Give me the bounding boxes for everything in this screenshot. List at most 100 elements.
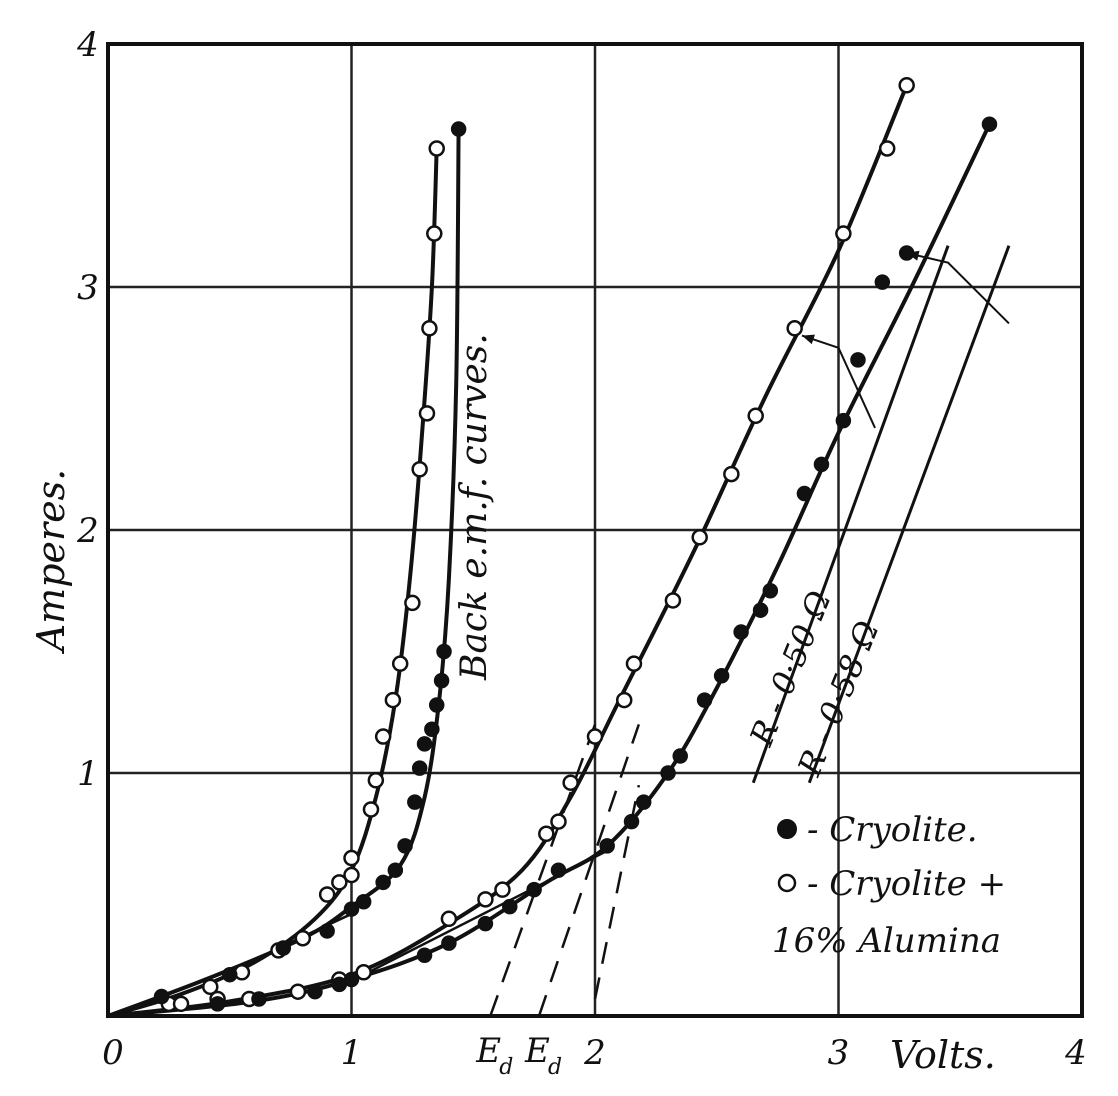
data-point-open — [202, 978, 219, 996]
data-point-open — [294, 929, 312, 947]
data-point-filled — [275, 940, 292, 956]
data-point-filled — [355, 894, 372, 910]
data-point-open — [428, 140, 445, 157]
data-point-open — [384, 691, 402, 709]
data-point-open — [318, 886, 336, 903]
data-point-open — [411, 461, 428, 478]
data-point-open — [898, 77, 915, 94]
data-point-open — [538, 825, 555, 842]
y-tick-label: 3 — [77, 268, 99, 308]
data-point-open — [362, 801, 380, 818]
data-point-filled — [672, 748, 688, 764]
data-point-filled — [450, 121, 467, 137]
data-point-open — [477, 891, 494, 908]
ed-label: E — [524, 1031, 550, 1071]
data-point-open — [691, 529, 708, 546]
data-point-filled — [441, 935, 457, 951]
data-point-open — [625, 655, 643, 672]
data-point-open — [878, 140, 896, 157]
data-point-open — [615, 691, 633, 709]
data-point-filled — [526, 881, 542, 898]
data-point-open — [421, 320, 438, 337]
y-tick-label: 4 — [76, 25, 99, 65]
data-point-filled — [428, 697, 445, 713]
data-point-filled — [343, 971, 360, 988]
data-point-filled — [752, 602, 769, 618]
ed-labels: Ed Ed — [475, 1031, 562, 1080]
data-point-filled — [796, 485, 813, 502]
legend-label-cryolite: - Cryolite. — [807, 810, 978, 850]
data-point-filled — [397, 838, 413, 854]
data-point-filled — [153, 988, 170, 1005]
data-point-open — [355, 964, 372, 981]
data-point-filled — [407, 794, 423, 810]
data-point-filled — [502, 898, 518, 915]
data-point-filled — [874, 274, 891, 290]
data-point-open — [331, 874, 348, 891]
data-point-open — [664, 592, 682, 609]
x-tick-label: 4 — [1064, 1033, 1087, 1073]
x-tick-labels: 0 1 2 3 4 — [102, 1033, 1087, 1073]
legend-label-alumina: 16% Alumina — [772, 921, 1001, 961]
data-point-open — [494, 881, 511, 898]
data-point-open — [374, 728, 392, 745]
series-curve-1 — [106, 146, 439, 1018]
data-point-open — [367, 772, 385, 789]
tangent-line — [363, 849, 608, 976]
legend-marker-open — [777, 873, 797, 893]
dashed-extrapolation-line — [489, 723, 597, 1017]
data-point-filled — [635, 794, 652, 810]
data-point-filled — [623, 813, 640, 830]
data-point-open — [440, 910, 458, 928]
data-point-open — [723, 465, 740, 483]
dashed-extrapolation-line — [537, 723, 641, 1017]
data-point-filled — [898, 245, 915, 261]
y-tick-label: 2 — [76, 511, 99, 551]
data-point-open — [343, 866, 360, 884]
data-point-filled — [411, 760, 428, 776]
data-point-filled — [424, 721, 440, 738]
data-point-open — [426, 225, 443, 242]
plot-frame — [106, 42, 1084, 1018]
construction-lines — [277, 245, 1011, 1017]
back-emf-label: Back e.m.f. curves. — [454, 333, 495, 681]
data-point-filled — [550, 862, 567, 878]
data-point-filled — [251, 991, 267, 1007]
data-point-filled — [733, 624, 749, 640]
data-point-filled — [307, 983, 323, 1000]
data-point-filled — [436, 643, 452, 660]
data-point-filled — [813, 456, 830, 473]
y-tick-labels: 1 2 3 4 — [76, 25, 99, 794]
x-tick-label: 3 — [828, 1033, 850, 1073]
tangent-line — [277, 912, 353, 950]
y-tick-label: 1 — [77, 754, 99, 794]
data-point-open — [747, 407, 764, 425]
legend-marker-filled — [777, 819, 797, 839]
legend: - Cryolite. - Cryolite + 16% Alumina — [772, 810, 1006, 961]
x-tick-label: 2 — [583, 1033, 606, 1073]
data-point-open — [786, 320, 803, 337]
leader-line — [906, 252, 1010, 325]
data-point-open — [172, 995, 190, 1013]
data-point-filled — [375, 874, 391, 891]
data-point-open — [586, 728, 604, 745]
leader-line — [801, 334, 876, 429]
resistance-line — [751, 245, 950, 784]
data-point-filled — [850, 352, 866, 368]
data-point-open — [343, 849, 360, 867]
legend-label-cryolite-alumina: - Cryolite + — [807, 864, 1006, 904]
ed-label: E — [475, 1031, 501, 1071]
series-curve-2 — [106, 127, 461, 1018]
data-point-filled — [387, 862, 404, 878]
x-tick-label: 0 — [102, 1033, 124, 1073]
data-point-open — [550, 813, 567, 830]
data-points — [153, 77, 998, 1013]
data-point-filled — [660, 765, 676, 781]
data-point-filled — [696, 692, 713, 708]
data-point-open — [289, 983, 307, 1000]
data-point-filled — [835, 412, 852, 429]
data-point-filled — [713, 668, 730, 684]
data-point-filled — [209, 996, 226, 1012]
x-axis-label: Volts. — [890, 1033, 996, 1077]
